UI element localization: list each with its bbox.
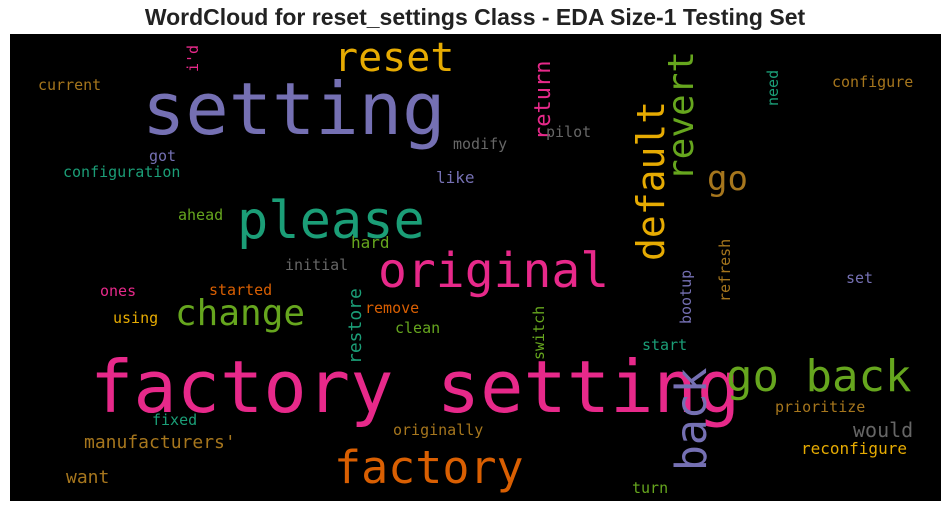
word-configuration: configuration <box>63 163 180 181</box>
word-prioritize: prioritize <box>775 398 865 416</box>
word-would: would <box>853 418 913 442</box>
word-default: default <box>629 101 673 261</box>
word-want: want <box>66 467 109 488</box>
word-remove: remove <box>365 299 419 317</box>
word-configure: configure <box>832 73 913 91</box>
word-hard: hard <box>351 233 390 252</box>
word-setting: setting <box>142 67 445 151</box>
word-ahead: ahead <box>178 206 223 224</box>
word-modify: modify <box>453 135 507 153</box>
wordcloud-canvas: factory setting setting please original fact… <box>10 34 941 501</box>
word-start: start <box>642 336 687 354</box>
word-reset: reset <box>334 35 454 81</box>
word-need: need <box>764 70 782 106</box>
word-like: like <box>436 168 475 187</box>
word-fixed: fixed <box>152 411 197 429</box>
word-go: go <box>707 159 748 199</box>
word-originally: originally <box>393 421 483 439</box>
word-pilot: pilot <box>546 123 591 141</box>
word-using: using <box>113 309 158 327</box>
word-change: change <box>175 293 305 334</box>
word-revert: revert <box>661 51 702 181</box>
word-return: return <box>531 61 556 140</box>
word-set: set <box>846 269 873 287</box>
wordcloud-background <box>10 34 941 501</box>
word-reconfigure: reconfigure <box>801 439 907 458</box>
word-i-d: i'd <box>184 45 202 72</box>
word-factory: factory <box>334 441 524 494</box>
word-manufacturers: manufacturers' <box>84 432 236 453</box>
word-started: started <box>209 281 272 299</box>
word-clean: clean <box>395 319 440 337</box>
word-please: please <box>237 191 425 251</box>
word-back: back <box>667 367 717 471</box>
word-ones: ones <box>100 282 136 300</box>
word-current: current <box>38 76 101 94</box>
word-bootup: bootup <box>677 270 695 324</box>
word-refresh: refresh <box>716 239 734 302</box>
word-initial: initial <box>285 256 348 274</box>
word-restore: restore <box>345 288 366 364</box>
word-turn: turn <box>632 479 668 497</box>
word-switch: switch <box>530 306 548 360</box>
chart-title: WordCloud for reset_settings Class - EDA… <box>144 4 806 30</box>
word-original: original <box>378 243 609 299</box>
word-got: got <box>149 147 176 165</box>
word-go-back: go back <box>726 351 911 402</box>
word-factory-setting: factory setting <box>90 345 740 429</box>
